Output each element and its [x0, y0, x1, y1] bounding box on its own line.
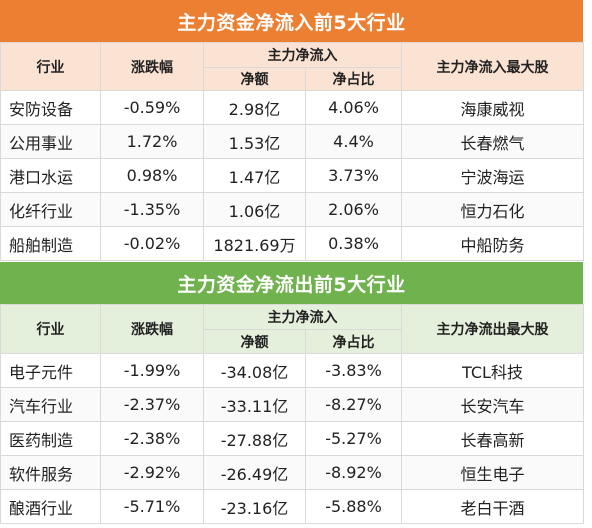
inflow-panel: 主力资金净流入前5大行业 行业 涨跌幅 主力净流入 主力净流入最大股 净额 净占…	[0, 0, 584, 261]
table-row: 电子元件 -1.99% -34.08亿 -3.83% TCL科技	[0, 353, 584, 388]
ratio-cell: 4.06%	[305, 90, 402, 125]
header-change: 涨跌幅	[100, 42, 204, 91]
net-cell: -34.08亿	[203, 353, 306, 388]
industry-cell: 电子元件	[0, 353, 101, 388]
change-cell: -1.35%	[100, 192, 204, 227]
change-cell: 1.72%	[100, 124, 204, 159]
ratio-cell: -8.92%	[305, 455, 402, 490]
ratio-cell: -5.88%	[305, 489, 402, 524]
header-ratio: 净占比	[305, 67, 402, 91]
header-industry: 行业	[0, 42, 101, 91]
change-cell: -2.38%	[100, 421, 204, 456]
change-cell: -1.99%	[100, 353, 204, 388]
stock-cell: 中船防务	[401, 226, 584, 261]
header-main-inflow: 主力净流入	[203, 304, 402, 330]
ratio-cell: -3.83%	[305, 353, 402, 388]
industry-cell: 软件服务	[0, 455, 101, 490]
net-cell: 1821.69万	[203, 226, 306, 261]
header-industry: 行业	[0, 304, 101, 354]
header-net: 净额	[203, 67, 306, 91]
table-row: 港口水运 0.98% 1.47亿 3.73% 宁波海运	[0, 158, 584, 193]
outflow-table: 行业 涨跌幅 主力净流入 主力净流出最大股 净额 净占比 电子元件 -1.99%…	[0, 304, 584, 524]
stock-cell: 宁波海运	[401, 158, 584, 193]
header-top-stock: 主力净流出最大股	[401, 304, 584, 354]
industry-cell: 酿酒行业	[0, 489, 101, 524]
net-cell: -33.11亿	[203, 387, 306, 422]
table-row: 化纤行业 -1.35% 1.06亿 2.06% 恒力石化	[0, 192, 584, 227]
inflow-title: 主力资金净流入前5大行业	[0, 0, 583, 42]
table-row: 船舶制造 -0.02% 1821.69万 0.38% 中船防务	[0, 226, 584, 261]
outflow-panel: 主力资金净流出前5大行业 行业 涨跌幅 主力净流入 主力净流出最大股 净额 净占…	[0, 262, 584, 524]
industry-cell: 港口水运	[0, 158, 101, 193]
stock-cell: 长春高新	[401, 421, 584, 456]
ratio-cell: 0.38%	[305, 226, 402, 261]
header-main-inflow: 主力净流入	[203, 42, 402, 68]
header-net: 净额	[203, 329, 306, 354]
net-cell: 1.53亿	[203, 124, 306, 159]
outflow-title: 主力资金净流出前5大行业	[0, 262, 583, 304]
net-cell: 1.06亿	[203, 192, 306, 227]
industry-cell: 医药制造	[0, 421, 101, 456]
industry-cell: 船舶制造	[0, 226, 101, 261]
ratio-cell: -5.27%	[305, 421, 402, 456]
industry-cell: 化纤行业	[0, 192, 101, 227]
net-cell: 2.98亿	[203, 90, 306, 125]
table-row: 医药制造 -2.38% -27.88亿 -5.27% 长春高新	[0, 421, 584, 456]
table-row: 安防设备 -0.59% 2.98亿 4.06% 海康威视	[0, 90, 584, 125]
change-cell: -5.71%	[100, 489, 204, 524]
header-ratio: 净占比	[305, 329, 402, 354]
net-cell: 1.47亿	[203, 158, 306, 193]
table-row: 软件服务 -2.92% -26.49亿 -8.92% 恒生电子	[0, 455, 584, 490]
stock-cell: 恒生电子	[401, 455, 584, 490]
table-row: 酿酒行业 -5.71% -23.16亿 -5.88% 老白干酒	[0, 489, 584, 524]
change-cell: 0.98%	[100, 158, 204, 193]
industry-cell: 安防设备	[0, 90, 101, 125]
header-top-stock: 主力净流入最大股	[401, 42, 584, 91]
table-row: 公用事业 1.72% 1.53亿 4.4% 长春燃气	[0, 124, 584, 159]
industry-cell: 汽车行业	[0, 387, 101, 422]
stock-cell: 恒力石化	[401, 192, 584, 227]
ratio-cell: -8.27%	[305, 387, 402, 422]
ratio-cell: 4.4%	[305, 124, 402, 159]
header-change: 涨跌幅	[100, 304, 204, 354]
stock-cell: 长安汽车	[401, 387, 584, 422]
stock-cell: 老白干酒	[401, 489, 584, 524]
net-cell: -23.16亿	[203, 489, 306, 524]
inflow-table: 行业 涨跌幅 主力净流入 主力净流入最大股 净额 净占比 安防设备 -0.59%…	[0, 42, 584, 261]
change-cell: -2.37%	[100, 387, 204, 422]
change-cell: -0.59%	[100, 90, 204, 125]
stock-cell: 海康威视	[401, 90, 584, 125]
stock-cell: 长春燃气	[401, 124, 584, 159]
net-cell: -26.49亿	[203, 455, 306, 490]
stock-cell: TCL科技	[401, 353, 584, 388]
industry-cell: 公用事业	[0, 124, 101, 159]
ratio-cell: 3.73%	[305, 158, 402, 193]
net-cell: -27.88亿	[203, 421, 306, 456]
change-cell: -2.92%	[100, 455, 204, 490]
change-cell: -0.02%	[100, 226, 204, 261]
table-row: 汽车行业 -2.37% -33.11亿 -8.27% 长安汽车	[0, 387, 584, 422]
ratio-cell: 2.06%	[305, 192, 402, 227]
